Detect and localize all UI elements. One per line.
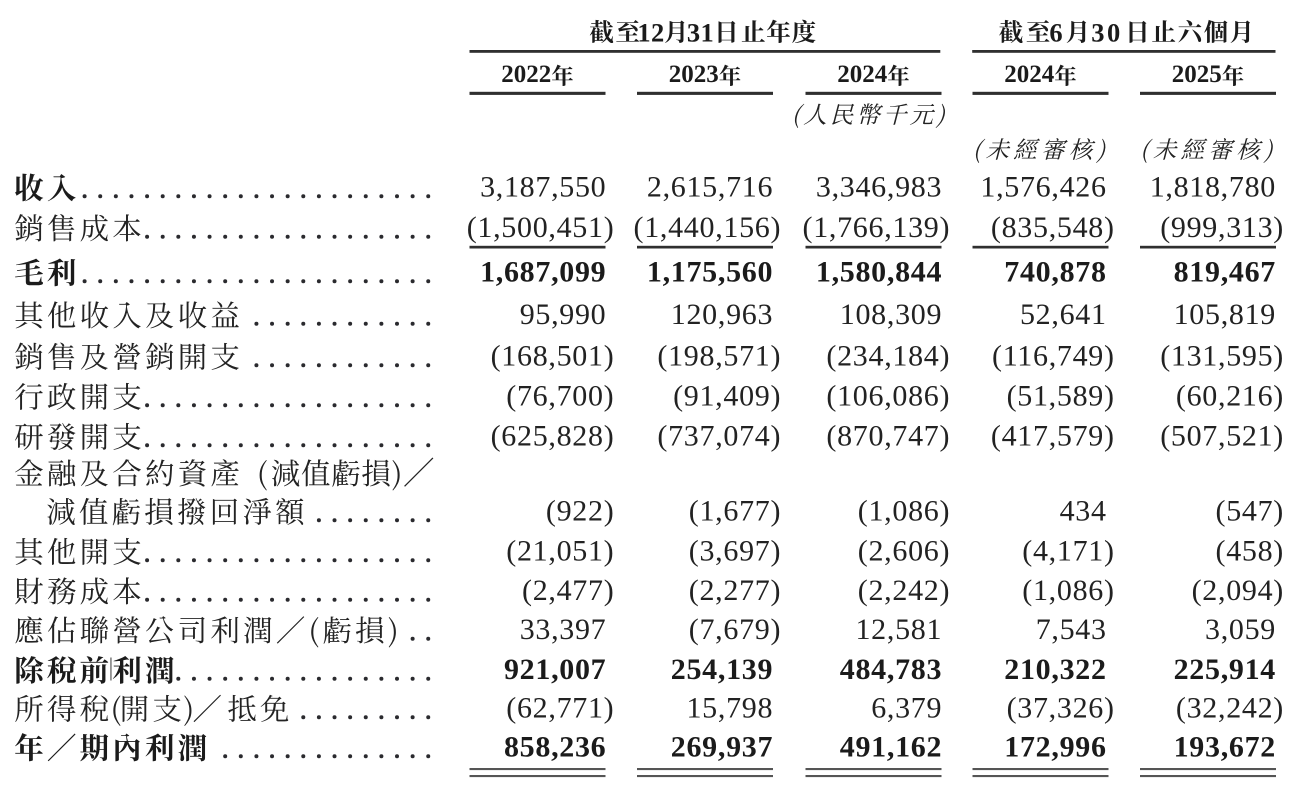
svg-text:225,914: 225,914: [1174, 653, 1276, 686]
svg-text:1,580,844: 1,580,844: [816, 256, 942, 289]
svg-text:(37,326): (37,326): [1007, 692, 1115, 725]
svg-text:2024: 2024: [837, 61, 888, 88]
svg-text:15,798: 15,798: [686, 692, 773, 725]
svg-text:269,937: 269,937: [671, 731, 773, 764]
svg-text:1,175,560: 1,175,560: [647, 256, 773, 289]
svg-text:120,963: 120,963: [671, 298, 773, 331]
svg-text:(458): (458): [1216, 535, 1284, 568]
svg-text:(1,440,156): (1,440,156): [634, 211, 782, 244]
svg-text:33,397: 33,397: [520, 613, 607, 646]
svg-text:6,379: 6,379: [871, 692, 942, 725]
svg-text:52,641: 52,641: [1020, 298, 1107, 331]
svg-text:105,819: 105,819: [1174, 298, 1276, 331]
svg-text:(76,700): (76,700): [506, 380, 614, 413]
svg-text:(4,171): (4,171): [1022, 535, 1114, 568]
svg-text:1,687,099: 1,687,099: [480, 256, 606, 289]
svg-text:(625,828): (625,828): [491, 420, 615, 453]
svg-text:12: 12: [637, 18, 664, 48]
svg-text:(2,242): (2,242): [858, 574, 950, 607]
svg-text:172,996: 172,996: [1004, 731, 1106, 764]
svg-text:3,059: 3,059: [1205, 613, 1276, 646]
svg-text:(2,606): (2,606): [858, 535, 950, 568]
svg-text:(2,094): (2,094): [1192, 574, 1284, 607]
svg-text:(91,409): (91,409): [673, 380, 781, 413]
svg-text:434: 434: [1060, 495, 1107, 528]
svg-text:3,187,550: 3,187,550: [480, 171, 606, 204]
svg-text:1,818,780: 1,818,780: [1150, 171, 1276, 204]
svg-text:740,878: 740,878: [1004, 256, 1106, 289]
svg-text:(32,242): (32,242): [1176, 692, 1284, 725]
svg-text:(131,595): (131,595): [1160, 340, 1284, 373]
svg-text:210,322: 210,322: [1004, 653, 1106, 686]
svg-text:858,236: 858,236: [504, 731, 606, 764]
svg-text:2,615,716: 2,615,716: [647, 171, 773, 204]
svg-text:3,346,983: 3,346,983: [816, 171, 942, 204]
svg-text:484,783: 484,783: [840, 653, 942, 686]
svg-text:254,139: 254,139: [671, 653, 773, 686]
svg-text:(835,548): (835,548): [991, 211, 1115, 244]
svg-text:819,467: 819,467: [1174, 256, 1276, 289]
svg-text:(116,749): (116,749): [992, 340, 1115, 373]
svg-text:(870,747): (870,747): [826, 420, 950, 453]
svg-text:491,162: 491,162: [840, 731, 942, 764]
svg-text:(547): (547): [1216, 495, 1284, 528]
svg-text:(234,184): (234,184): [826, 340, 950, 373]
svg-text:(1,500,451): (1,500,451): [467, 211, 615, 244]
svg-text:1,576,426: 1,576,426: [980, 171, 1106, 204]
svg-text:2025: 2025: [1172, 61, 1222, 88]
svg-text:95,990: 95,990: [520, 298, 607, 331]
svg-text:(60,216): (60,216): [1176, 380, 1284, 413]
svg-text:6: 6: [1049, 18, 1065, 48]
svg-text:(168,501): (168,501): [491, 340, 615, 373]
svg-text:30: 30: [1091, 18, 1122, 48]
svg-text:(2,277): (2,277): [689, 574, 781, 607]
svg-text:12,581: 12,581: [855, 613, 942, 646]
svg-text:(737,074): (737,074): [657, 420, 781, 453]
svg-text:(1,086): (1,086): [1022, 574, 1114, 607]
svg-text:2022: 2022: [501, 61, 551, 88]
svg-text:921,007: 921,007: [504, 653, 606, 686]
svg-text:193,672: 193,672: [1174, 731, 1276, 764]
svg-text:(507,521): (507,521): [1160, 420, 1284, 453]
svg-text:(922): (922): [546, 495, 614, 528]
svg-text:(51,589): (51,589): [1007, 380, 1115, 413]
svg-text:(1,677): (1,677): [689, 495, 781, 528]
svg-text:2023: 2023: [669, 61, 719, 88]
svg-text:(1,766,139): (1,766,139): [803, 211, 951, 244]
svg-text:7,543: 7,543: [1036, 613, 1107, 646]
svg-text:(1,086): (1,086): [858, 495, 950, 528]
svg-text:(62,771): (62,771): [506, 692, 614, 725]
svg-text:(21,051): (21,051): [506, 535, 614, 568]
svg-text:(3,697): (3,697): [689, 535, 781, 568]
svg-text:(999,313): (999,313): [1160, 211, 1284, 244]
svg-text:(2,477): (2,477): [522, 574, 614, 607]
svg-text:(417,579): (417,579): [991, 420, 1115, 453]
svg-text:(106,086): (106,086): [826, 380, 950, 413]
svg-text:108,309: 108,309: [840, 298, 942, 331]
svg-text:(198,571): (198,571): [657, 340, 781, 373]
svg-text:31: 31: [687, 18, 714, 48]
svg-text:2024: 2024: [1004, 61, 1055, 88]
svg-text:(7,679): (7,679): [689, 613, 781, 646]
